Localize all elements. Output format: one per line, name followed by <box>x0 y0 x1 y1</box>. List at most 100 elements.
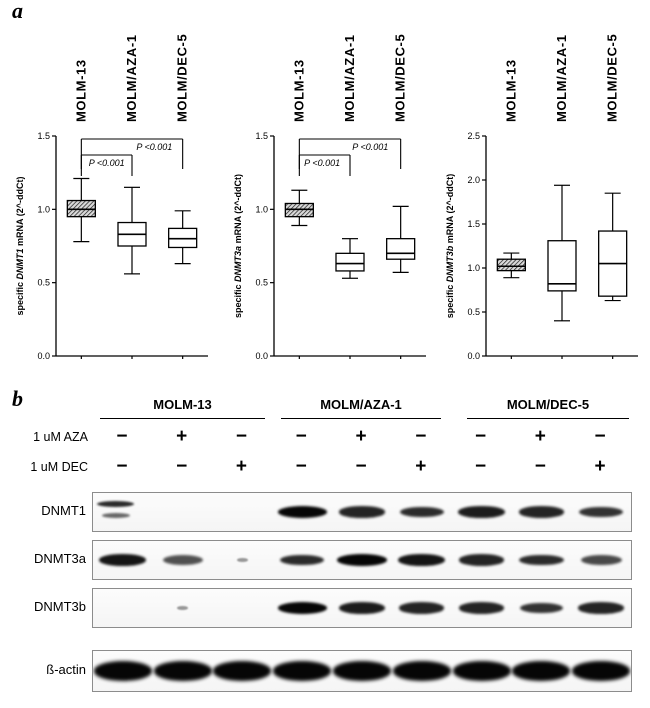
boxplot-dnmt3b: 0.0 0.5 1.0 1.5 2.0 2.5 MOLM-13 MOLM/AZA-1 MOLM/… <box>440 0 650 368</box>
blot-band <box>452 661 511 681</box>
blot-band <box>273 661 332 681</box>
svg-text:0.5: 0.5 <box>255 278 268 288</box>
treatment-sign: − <box>474 426 487 447</box>
svg-text:0.0: 0.0 <box>467 351 480 361</box>
blot-band <box>338 602 386 614</box>
box-chart-svg: 0.0 0.5 1.0 1.5 MOLM-13 MOLM/AZA-1 MOLM/DEC-5 s… <box>15 34 208 361</box>
svg-text:MOLM/AZA-1: MOLM/AZA-1 <box>342 34 357 122</box>
svg-text:MOLM-13: MOLM-13 <box>503 59 518 122</box>
blot-band <box>99 554 147 566</box>
treatment-sign: + <box>534 426 546 447</box>
blot-band <box>102 513 130 519</box>
svg-text:P <0.001: P <0.001 <box>136 142 172 152</box>
treatment-sign: − <box>176 456 188 477</box>
treatment-sign: − <box>116 456 128 477</box>
western-blot-dnmt1 <box>92 492 632 532</box>
svg-text:MOLM/DEC-5: MOLM/DEC-5 <box>393 34 408 122</box>
treatment-sign: + <box>355 426 367 447</box>
treatment-sign: + <box>176 426 188 447</box>
treatment-signs-aza: − + − − + − − + − <box>92 424 630 450</box>
group-header-label: MOLM-13 <box>153 397 212 412</box>
svg-text:MOLM-13: MOLM-13 <box>291 59 306 122</box>
blot-band <box>153 661 212 681</box>
treatment-sign: − <box>295 456 307 477</box>
blot-band <box>162 554 203 565</box>
treatment-sign: + <box>235 456 247 477</box>
blot-band <box>337 554 387 566</box>
group-header-molm-dec5: MOLM/DEC-5 <box>467 396 629 419</box>
blot-band <box>177 606 189 610</box>
panel-b-label: b <box>12 386 23 411</box>
blot-band <box>580 554 622 566</box>
svg-text:specific DNMT3b mRNA (2^-ddCt): specific DNMT3b mRNA (2^-ddCt) <box>445 174 455 318</box>
western-blot-dnmt3a <box>92 540 632 580</box>
treatment-sign: − <box>235 426 247 447</box>
boxplot-dnmt1: 0.0 0.5 1.0 1.5 MOLM-13 MOLM/AZA-1 MOLM/DEC-5 s… <box>10 0 220 368</box>
blot-band <box>399 602 445 614</box>
blot-label-dnmt3a: DNMT3a <box>33 551 86 566</box>
box-chart-svg: 0.0 0.5 1.0 1.5 2.0 2.5 MOLM-13 MOLM/AZA-1 MOLM/… <box>445 34 638 361</box>
treatment-signs-dec: − − + − − + − − + <box>92 454 630 480</box>
svg-text:0.0: 0.0 <box>255 351 268 361</box>
treatment-sign: − <box>594 426 606 447</box>
blot-band <box>236 558 248 562</box>
group-header-molm-aza1: MOLM/AZA-1 <box>281 396 441 419</box>
boxplot-dnmt3a: 0.0 0.5 1.0 1.5 MOLM-13 MOLM/AZA-1 MOLM/DEC-5 s… <box>228 0 438 368</box>
blot-band <box>93 661 152 681</box>
treatment-sign: + <box>594 456 606 477</box>
svg-text:1.0: 1.0 <box>255 204 268 214</box>
western-blot-dnmt3b <box>92 588 632 628</box>
svg-text:MOLM/AZA-1: MOLM/AZA-1 <box>554 34 569 122</box>
svg-text:2.5: 2.5 <box>467 131 480 141</box>
svg-text:MOLM/DEC-5: MOLM/DEC-5 <box>175 34 190 122</box>
blot-band <box>458 554 505 566</box>
svg-text:1.0: 1.0 <box>467 263 480 273</box>
svg-text:P <0.001: P <0.001 <box>352 142 388 152</box>
svg-text:specific DNMT1 mRNA (2^-ddCt): specific DNMT1 mRNA (2^-ddCt) <box>15 177 25 316</box>
western-blot-bactin <box>92 650 632 692</box>
treatment-label-dec: 1 uM DEC <box>30 460 88 474</box>
treatment-sign: − <box>295 426 307 447</box>
svg-text:2.0: 2.0 <box>467 175 480 185</box>
svg-text:P <0.001: P <0.001 <box>304 158 340 168</box>
svg-text:1.5: 1.5 <box>37 131 50 141</box>
svg-text:MOLM/DEC-5: MOLM/DEC-5 <box>605 34 620 122</box>
blot-band <box>512 661 571 681</box>
blot-label-dnmt1: DNMT1 <box>41 503 86 518</box>
blot-band <box>213 661 272 681</box>
blot-band <box>579 506 623 518</box>
box-chart-svg: 0.0 0.5 1.0 1.5 MOLM-13 MOLM/AZA-1 MOLM/DEC-5 s… <box>233 34 426 361</box>
svg-text:0.5: 0.5 <box>37 278 50 288</box>
blot-band <box>277 602 327 614</box>
treatment-sign: − <box>415 426 427 447</box>
blot-band <box>578 602 624 614</box>
blot-band <box>519 554 564 566</box>
group-header-label: MOLM/DEC-5 <box>506 397 590 412</box>
group-header-molm13: MOLM-13 <box>100 396 265 419</box>
blot-band <box>458 602 505 614</box>
treatment-sign: − <box>355 456 367 477</box>
treatment-label-aza: 1 uM AZA <box>33 430 88 444</box>
svg-text:P <0.001: P <0.001 <box>89 158 125 168</box>
blot-label-dnmt3b: DNMT3b <box>33 599 86 614</box>
svg-text:0.5: 0.5 <box>467 307 480 317</box>
svg-text:0.0: 0.0 <box>37 351 50 361</box>
panel-a-label: a <box>12 0 23 23</box>
treatment-sign: − <box>474 456 487 477</box>
blot-band <box>97 501 135 508</box>
blot-band <box>398 554 446 566</box>
treatment-sign: − <box>534 456 546 477</box>
treatment-sign: − <box>116 426 128 447</box>
blot-band <box>458 506 505 518</box>
blot-band <box>399 506 445 518</box>
blot-band <box>277 506 327 518</box>
blot-band <box>519 602 564 614</box>
blot-band <box>518 506 565 518</box>
svg-text:MOLM-13: MOLM-13 <box>73 59 88 122</box>
svg-text:MOLM/AZA-1: MOLM/AZA-1 <box>124 34 139 122</box>
blot-label-bactin: ß-actin <box>46 662 86 677</box>
blot-band <box>572 661 631 681</box>
svg-text:1.5: 1.5 <box>467 219 480 229</box>
blot-band <box>339 506 385 518</box>
